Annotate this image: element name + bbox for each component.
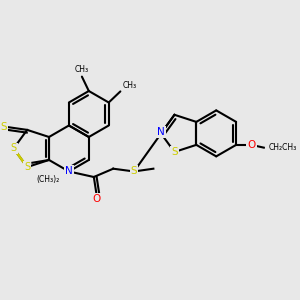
Text: S: S	[0, 122, 7, 132]
Text: CH₂CH₃: CH₂CH₃	[269, 143, 297, 152]
Text: S: S	[24, 162, 30, 172]
Text: O: O	[247, 140, 256, 150]
Text: S: S	[131, 167, 137, 176]
Text: (CH₃)₂: (CH₃)₂	[36, 175, 59, 184]
Text: N: N	[65, 167, 73, 176]
Text: CH₃: CH₃	[123, 81, 137, 90]
Text: CH₃: CH₃	[75, 65, 89, 74]
Text: O: O	[92, 194, 101, 204]
Text: S: S	[11, 143, 17, 154]
Text: N: N	[157, 127, 165, 137]
Text: S: S	[171, 147, 178, 157]
